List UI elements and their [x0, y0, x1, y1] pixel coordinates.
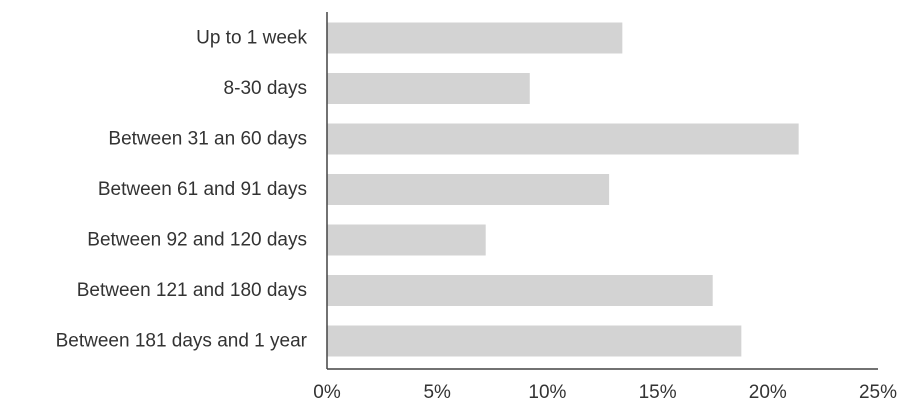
x-tick-labels: 0% 5% 10% 15% 20% 25%	[313, 382, 897, 403]
x-tick-label: 10%	[528, 382, 566, 403]
category-label: Between 61 and 91 days	[98, 179, 307, 200]
category-label: Between 121 and 180 days	[77, 280, 307, 301]
bars-group	[327, 22, 799, 357]
x-tick-label: 25%	[859, 382, 897, 403]
bar	[327, 275, 713, 306]
bar	[327, 325, 742, 357]
bar	[327, 22, 623, 54]
category-label: Between 31 an 60 days	[108, 129, 307, 150]
category-label: 8-30 days	[224, 78, 307, 99]
bar	[327, 123, 799, 155]
category-label: Between 92 and 120 days	[87, 230, 307, 251]
category-label: Between 181 days and 1 year	[56, 331, 308, 352]
x-tick-label: 20%	[749, 382, 787, 403]
category-label: Up to 1 week	[196, 28, 307, 49]
x-tick-label: 0%	[313, 382, 341, 403]
x-tick-label: 5%	[423, 382, 451, 403]
bar	[327, 73, 530, 104]
bar	[327, 174, 610, 205]
x-tick-label: 15%	[639, 382, 677, 403]
category-labels: Up to 1 week 8-30 days Between 31 an 60 da…	[56, 28, 308, 352]
bar	[327, 224, 486, 256]
